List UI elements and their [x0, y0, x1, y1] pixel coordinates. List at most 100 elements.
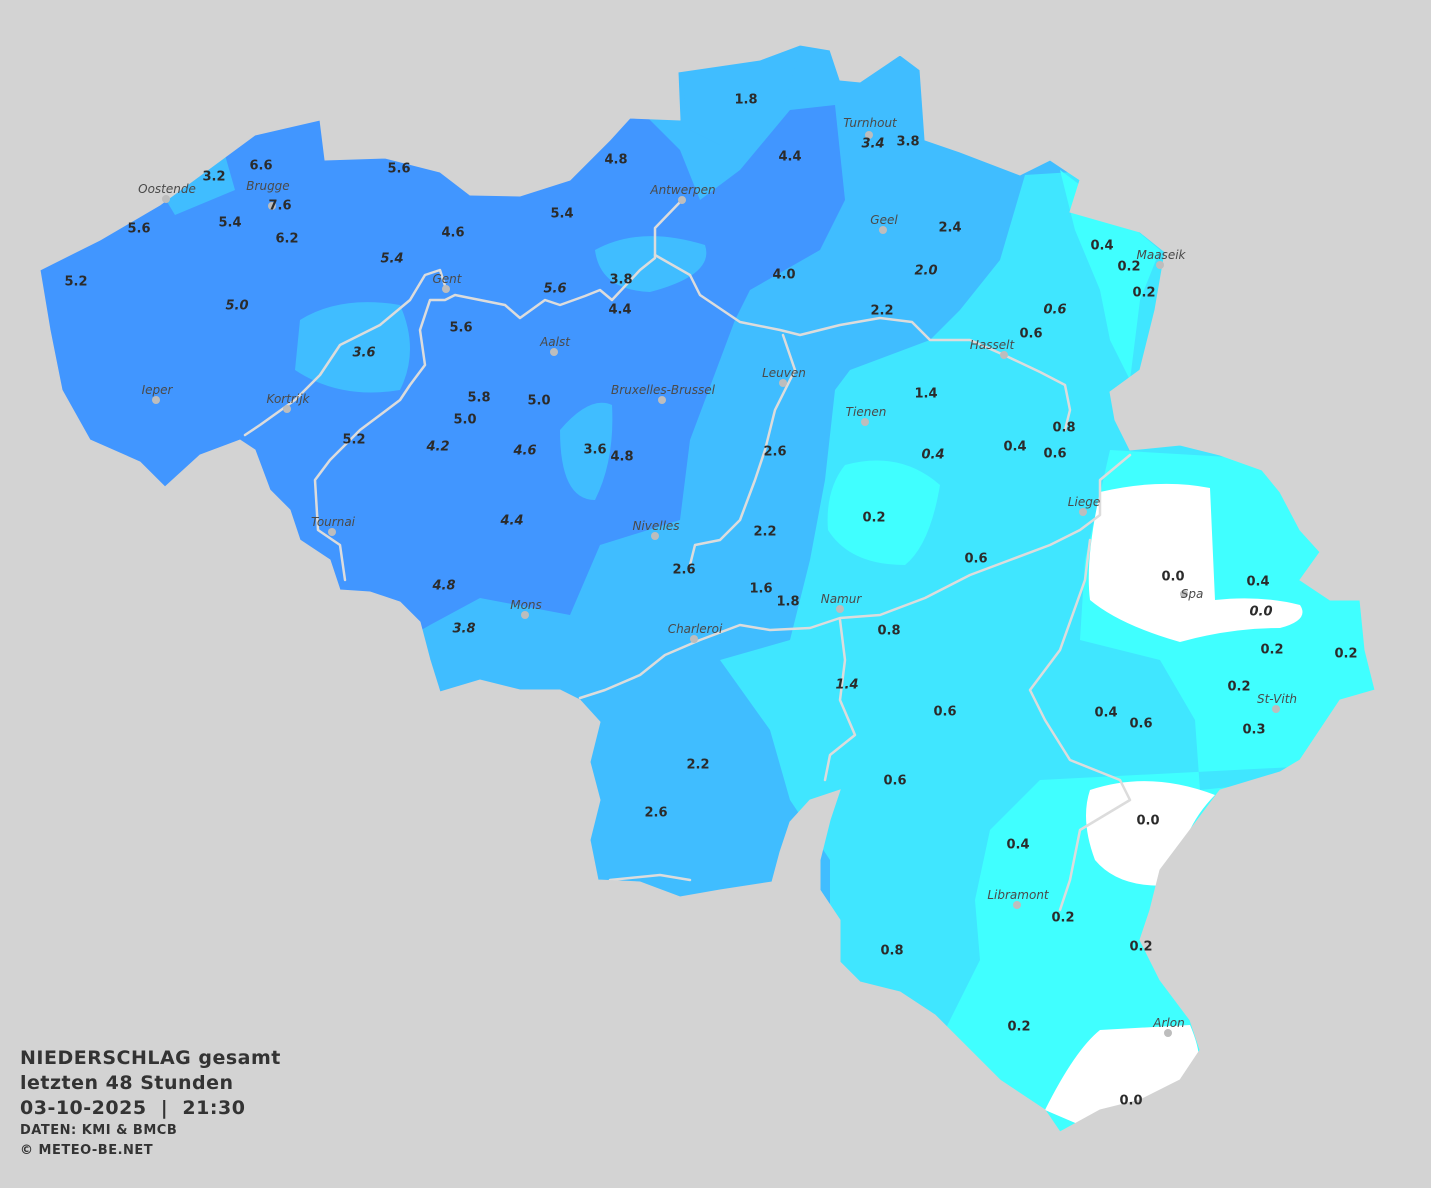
city-leuven: Leuven [762, 366, 806, 387]
river-schelde [313, 198, 684, 582]
river-ourthe [1028, 538, 1132, 912]
precip-value-label: 5.8 [467, 391, 490, 406]
precip-value-label: 0.4 [1006, 838, 1029, 853]
precip-value-label: 3.6 [583, 443, 606, 458]
precip-value-label: 4.4 [499, 514, 523, 529]
precip-value-label: 5.6 [449, 321, 472, 336]
city-label: Libramont [987, 888, 1050, 902]
precip-value-label: 2.6 [644, 806, 667, 821]
city-st-vith: St-Vith [1257, 692, 1297, 713]
precip-value-label: 5.6 [387, 162, 410, 177]
precip-value-label: 4.4 [608, 303, 631, 318]
city-dot [1164, 1029, 1172, 1037]
cities: Oostende Brugge Antwerpen Turnhout Geel Maase… [138, 116, 1297, 1037]
precip-value-label: 3.8 [452, 622, 475, 637]
map-title: NIEDERSCHLAG gesamt [20, 1047, 281, 1069]
city-dot [162, 195, 170, 203]
precip-value-label: 1.4 [835, 678, 858, 693]
city-brugge: Brugge [246, 179, 290, 210]
river-meuse-south [823, 618, 857, 782]
city-dot [268, 202, 276, 210]
city-dot [1272, 705, 1280, 713]
precip-value-label: 0.6 [1043, 447, 1066, 462]
precip-value-label: 4.6 [441, 226, 464, 241]
city-dot [678, 196, 686, 204]
precip-value-label: 2.0 [914, 264, 937, 279]
river-semois [608, 873, 692, 882]
city-tournai: Tournai [311, 515, 356, 536]
precip-value-label: 4.4 [778, 150, 801, 165]
city-antwerpen: Antwerpen [649, 183, 716, 204]
precip-value-label: 4.8 [604, 153, 627, 168]
precip-value-label: 3.4 [861, 137, 884, 152]
city-arlon: Arlon [1152, 1016, 1185, 1037]
city-namur: Namur [821, 592, 863, 613]
precip-value-label: 4.6 [512, 444, 536, 459]
city-dot [1180, 590, 1188, 598]
city-dot [1013, 901, 1021, 909]
city-label: Leuven [762, 366, 806, 380]
city-dot [651, 532, 659, 540]
river-albert-canal [653, 253, 1072, 432]
precip-value-label: 5.0 [453, 413, 476, 428]
precip-value-label: 0.4 [1094, 706, 1117, 721]
city-label: Aalst [539, 335, 571, 349]
city-label: Bruxelles-Brussel [611, 383, 716, 397]
zone-mid-blobs [160, 50, 800, 500]
precip-value-label: 0.6 [933, 705, 956, 720]
precip-value-label: 0.2 [1227, 680, 1250, 695]
city-gent: Gent [433, 272, 463, 293]
river-sambre-meuse [578, 453, 1132, 700]
city-label: Namur [821, 592, 863, 606]
precip-value-label: 1.4 [914, 387, 937, 402]
precip-value-label: 0.2 [1334, 647, 1357, 662]
precip-value-label: 0.2 [1260, 643, 1283, 658]
city-spa: Spa [1180, 587, 1203, 601]
precip-value-label: 4.8 [610, 450, 633, 465]
city-dot [690, 635, 698, 643]
city-label: Oostende [138, 182, 196, 196]
city-dot [328, 528, 336, 536]
precip-value-label: 0.4 [1246, 575, 1269, 590]
city-maaseik: Maaseik [1137, 248, 1187, 269]
precip-value-label: 5.4 [380, 252, 403, 267]
map-datetime: 03-10-2025 | 21:30 [20, 1097, 246, 1119]
belgium-border [39, 44, 1376, 1133]
precip-value-label: 2.2 [686, 758, 709, 773]
precip-value-label: 2.2 [753, 525, 776, 540]
precip-value-label: 0.2 [862, 511, 885, 526]
precip-value-label: 0.8 [880, 944, 903, 959]
city-dot [1156, 261, 1164, 269]
city-libramont: Libramont [987, 888, 1050, 909]
city-dot [879, 226, 887, 234]
city-dot [779, 379, 787, 387]
precip-value-label: 0.0 [1136, 814, 1159, 829]
city-label: Geel [870, 213, 898, 227]
precip-value-label: 1.6 [749, 582, 772, 597]
precip-value-label: 6.6 [249, 159, 272, 174]
precip-value-label: 7.6 [268, 199, 291, 214]
precip-value-label: 0.2 [1007, 1020, 1030, 1035]
data-source: DATEN: KMI & BMCB [20, 1123, 178, 1138]
city-turnhout: Turnhout [843, 116, 898, 139]
zone-zero [1045, 483, 1303, 1125]
city-ieper: Ieper [142, 383, 173, 404]
rivers [243, 198, 1132, 912]
precip-value-label: 0.6 [1043, 303, 1066, 318]
precip-value-label: 0.2 [1132, 286, 1155, 301]
precip-value-label: 0.0 [1119, 1094, 1142, 1109]
precip-value-label: 0.8 [877, 624, 900, 639]
city-dot [442, 285, 450, 293]
city-mons: Mons [510, 598, 542, 619]
precip-values: 3.2 6.6 7.6 5.6 5.4 6.2 5.2 5.0 5.6 4.6 5.4 5.4 4.8 1… [64, 93, 1357, 1109]
river-leie [243, 268, 448, 437]
precip-value-label: 0.0 [1249, 605, 1272, 620]
copyright: © METEO-BE.NET [20, 1143, 154, 1158]
city-label: Maaseik [1137, 248, 1187, 262]
precip-value-label: 1.8 [776, 595, 799, 610]
precip-value-label: 0.6 [1019, 327, 1042, 342]
precip-value-label: 4.0 [772, 268, 795, 283]
precip-value-label: 0.3 [1242, 723, 1265, 738]
city-dot [550, 348, 558, 356]
